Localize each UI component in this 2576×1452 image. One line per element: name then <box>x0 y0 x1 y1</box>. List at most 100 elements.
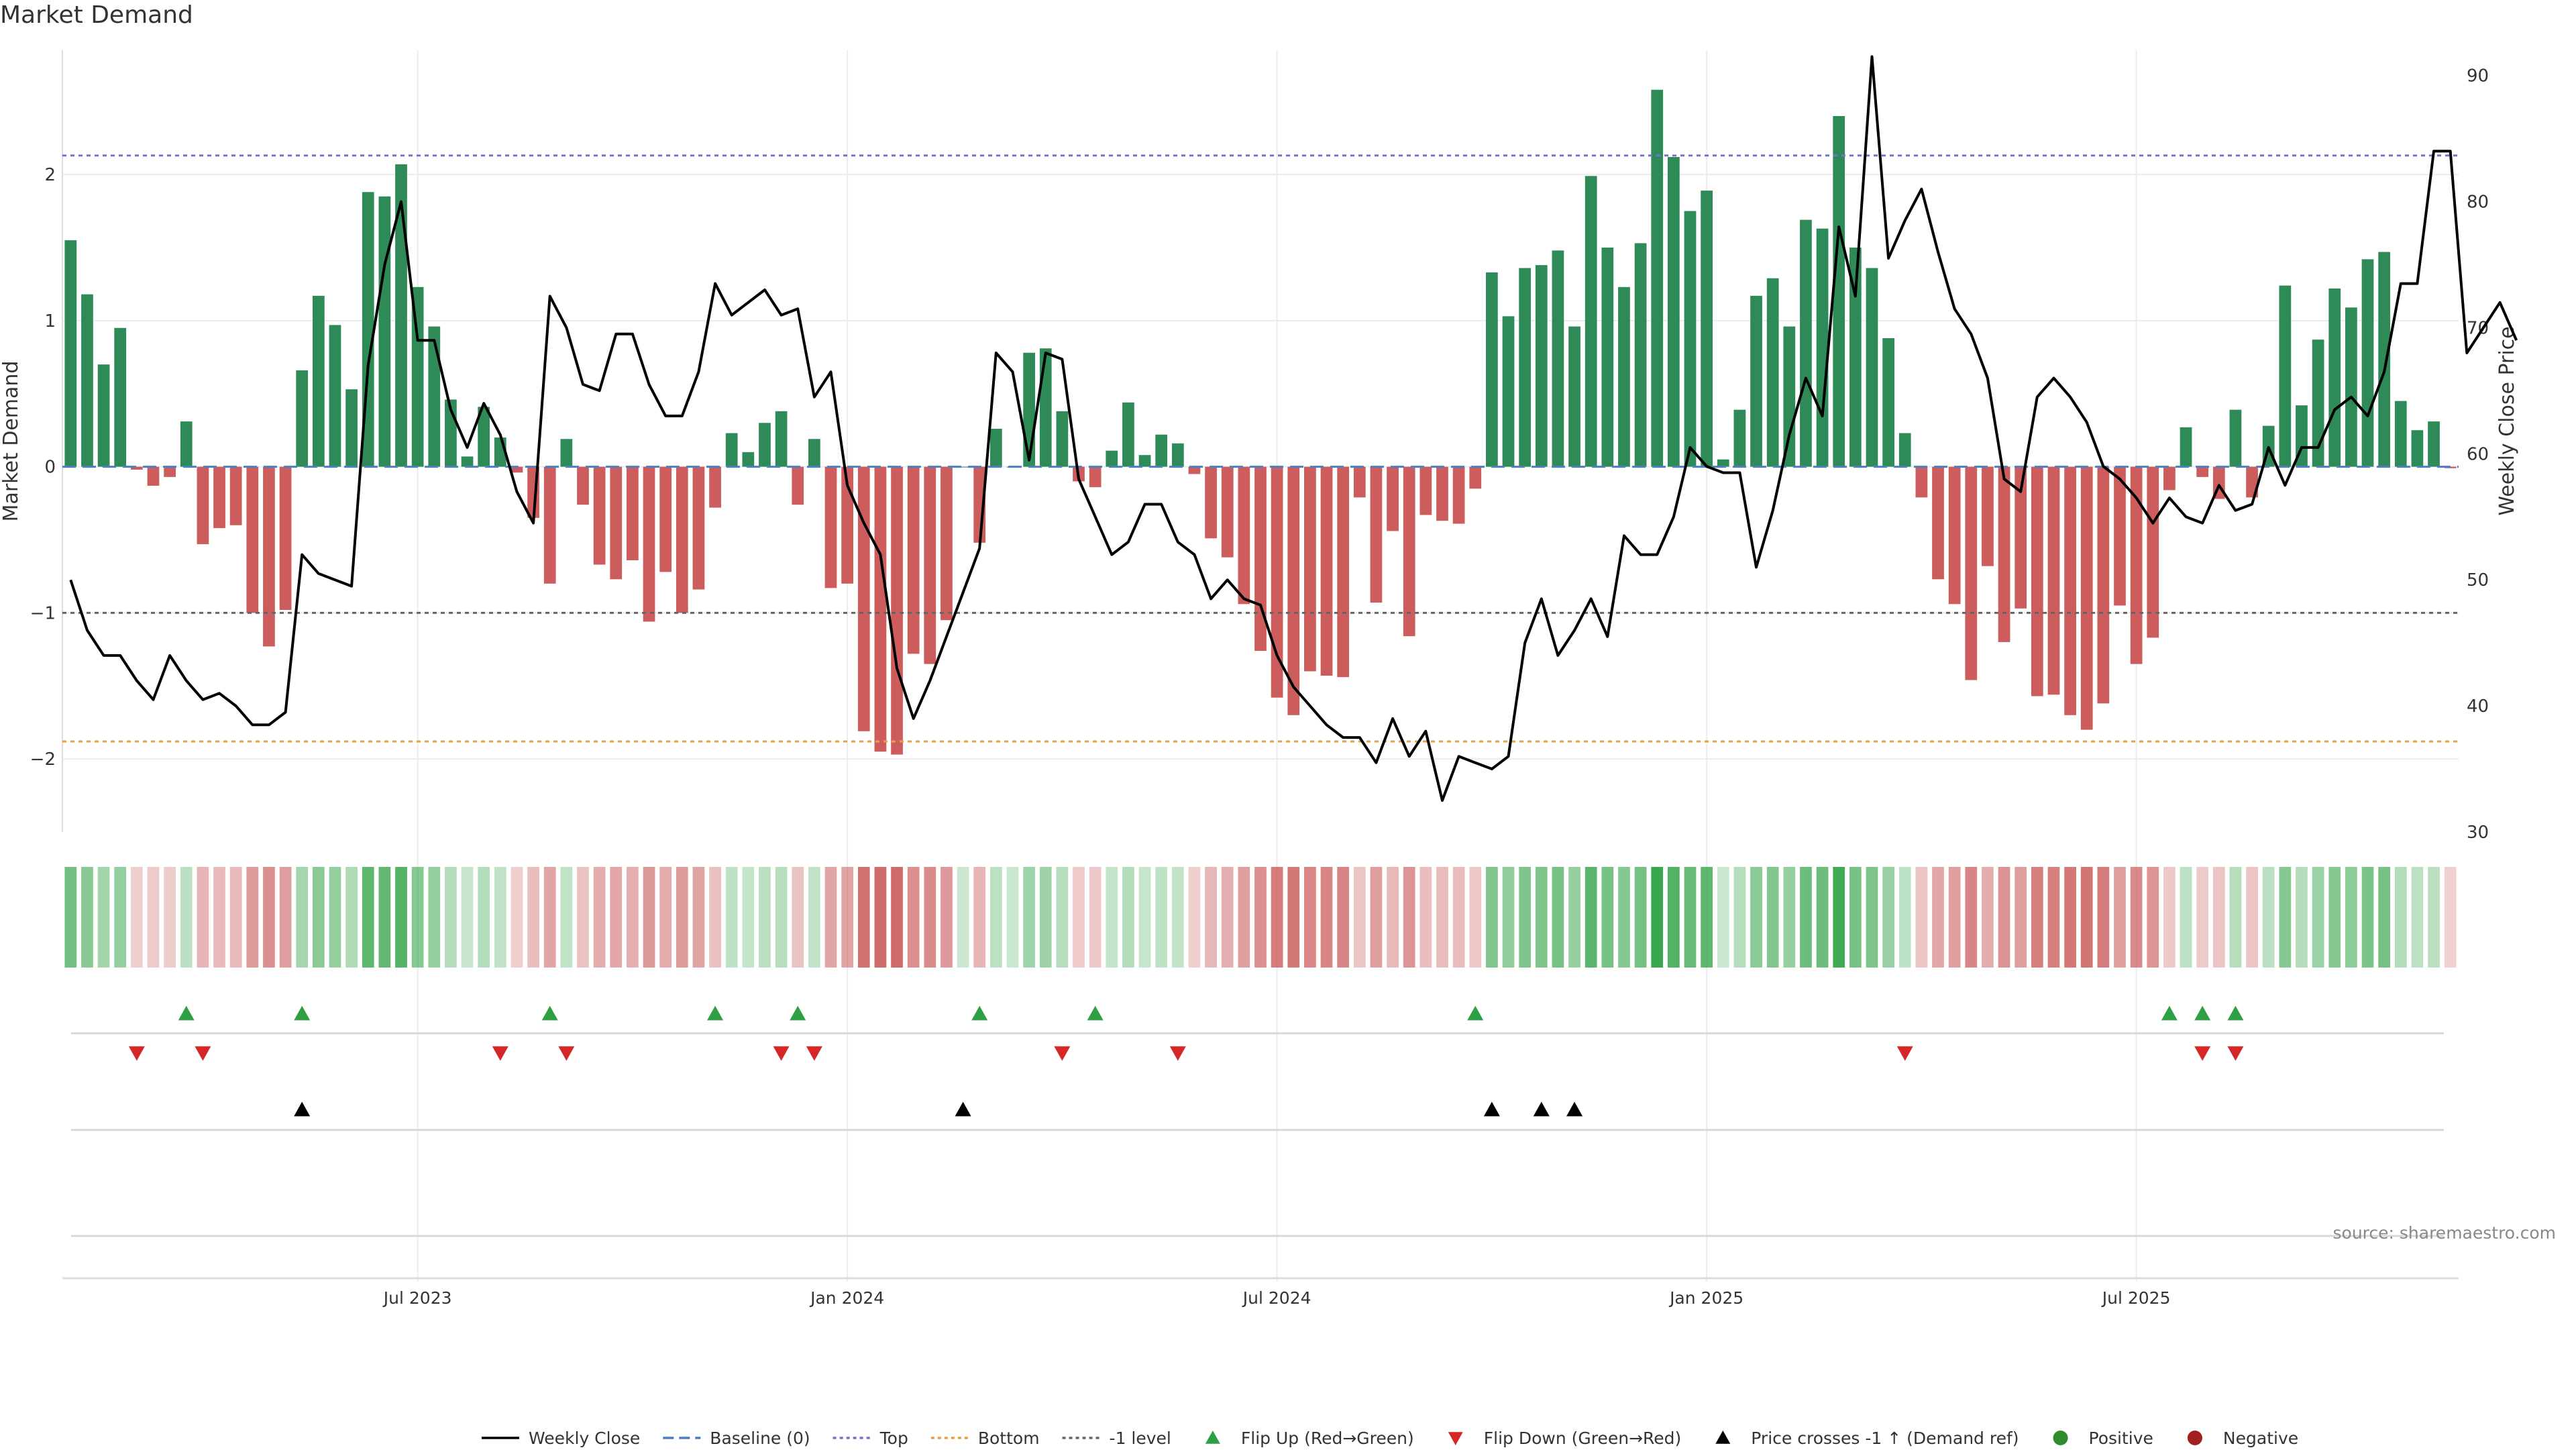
demand-bar <box>891 466 903 755</box>
x-tick-label: Jul 2025 <box>2101 1288 2171 1308</box>
heat-cell <box>1502 867 1515 968</box>
heat-cell <box>857 867 870 968</box>
heat-cell <box>792 867 804 968</box>
demand-bar <box>2097 466 2110 704</box>
demand-bar <box>197 466 209 545</box>
demand-bar <box>1898 433 1911 467</box>
y-tick-label: 0 <box>44 458 56 478</box>
heat-cell <box>2262 867 2275 968</box>
heat-cell <box>1039 867 1052 968</box>
heat-cell <box>2328 867 2341 968</box>
legend-label: Flip Up (Red→Green) <box>1241 1429 1414 1448</box>
demand-bar <box>1452 466 1465 524</box>
legend-label: Bottom <box>978 1429 1040 1448</box>
heat-cell <box>610 867 623 968</box>
heat-cell <box>229 867 242 968</box>
heat-cell <box>1866 867 1878 968</box>
heat-cell <box>1337 867 1350 968</box>
demand-bar <box>64 240 77 467</box>
demand-bar <box>1684 211 1697 467</box>
demand-bar <box>114 327 127 467</box>
heat-cell <box>2031 867 2043 968</box>
demand-bar <box>2114 466 2126 606</box>
heat-cell <box>2080 867 2093 968</box>
legend-item: -1 level <box>1062 1429 1171 1448</box>
demand-bar <box>395 164 407 467</box>
heat-cell <box>2212 867 2225 968</box>
flip-up-marker <box>2194 1006 2211 1021</box>
heat-cell <box>1469 867 1482 968</box>
demand-bar <box>312 295 325 467</box>
heat-cell <box>2279 867 2292 968</box>
heat-cell <box>1387 867 1399 968</box>
heat-cell <box>2428 867 2440 968</box>
heat-cell <box>1073 867 1085 968</box>
flip-up-marker <box>178 1006 195 1021</box>
demand-bar <box>1535 265 1548 467</box>
demand-bar <box>1419 466 1432 515</box>
demand-bar <box>1866 268 1878 467</box>
legend-label: Negative <box>2223 1429 2298 1448</box>
heat-cell <box>378 867 391 968</box>
heat-cell <box>279 867 292 968</box>
demand-bar <box>1750 295 1762 467</box>
heat-cell <box>2345 867 2357 968</box>
demand-bar <box>824 466 837 588</box>
demand-bar <box>428 326 441 467</box>
heat-cell <box>411 867 424 968</box>
demand-bar <box>709 466 721 508</box>
demand-bar <box>1138 455 1151 467</box>
demand-bar <box>1932 466 1944 580</box>
heat-cell <box>1717 867 1729 968</box>
heat-cell <box>1436 867 1448 968</box>
demand-bar <box>2361 259 2374 467</box>
demand-bar <box>2411 430 2424 467</box>
demand-bar <box>874 466 887 752</box>
demand-bar <box>1849 247 1862 467</box>
demand-bar <box>924 466 936 664</box>
heat-cell <box>511 867 523 968</box>
legend-item: Weekly Close <box>482 1429 640 1448</box>
heat-cell <box>2296 867 2308 968</box>
heat-cell <box>676 867 688 968</box>
y2-tick-label: 60 <box>2467 444 2489 464</box>
heat-cell <box>2444 867 2457 968</box>
heat-cell <box>1651 867 1664 968</box>
heat-cell <box>2312 867 2324 968</box>
heat-cell <box>1948 867 1961 968</box>
heat-cell <box>543 867 556 968</box>
demand-bar <box>1651 89 1664 467</box>
heat-cell <box>1519 867 1532 968</box>
heat-cell <box>1089 867 1102 968</box>
demand-bar <box>1387 466 1399 531</box>
heat-cell <box>445 867 457 968</box>
demand-bar <box>2312 340 2324 467</box>
demand-bar <box>2345 307 2357 467</box>
y-axis-title: Market Demand <box>0 361 23 522</box>
heat-cell <box>1271 867 1283 968</box>
demand-bar <box>1320 466 1333 676</box>
flip-up-marker <box>1467 1006 1484 1021</box>
demand-bar <box>1601 247 1614 467</box>
heat-cell <box>1023 867 1035 968</box>
demand-bar <box>1171 443 1184 467</box>
legend-swatch <box>1715 1431 1731 1444</box>
flip-up-marker <box>707 1006 724 1021</box>
price-cross-marker <box>1566 1102 1583 1117</box>
heat-cell <box>1568 867 1580 968</box>
flip-down-marker <box>1896 1046 1913 1061</box>
heat-cell <box>2015 867 2027 968</box>
demand-bar <box>1403 466 1415 637</box>
heat-cell <box>775 867 788 968</box>
heat-cell <box>246 867 259 968</box>
heat-cell <box>494 867 506 968</box>
demand-bar <box>1287 466 1300 715</box>
demand-bar <box>1982 466 1994 566</box>
heat-cell <box>461 867 474 968</box>
demand-bar <box>725 433 738 467</box>
price-cross-marker <box>1483 1102 1500 1117</box>
demand-bar <box>610 466 623 580</box>
heat-cell <box>1138 867 1151 968</box>
heat-cell <box>64 867 77 968</box>
heat-cell <box>263 867 275 968</box>
